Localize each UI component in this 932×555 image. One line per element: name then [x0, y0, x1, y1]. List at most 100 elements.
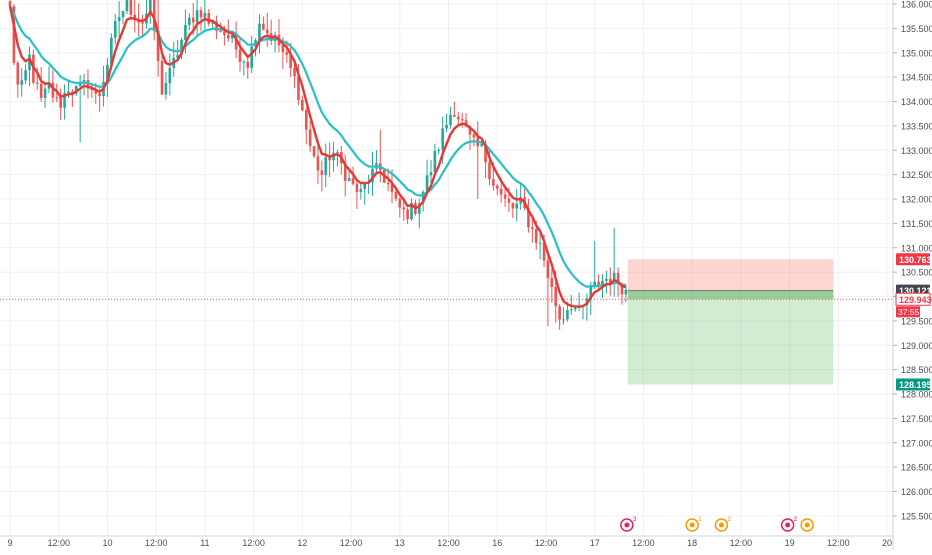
candle-body — [441, 128, 444, 150]
time-tick-label: 12:00 — [340, 538, 363, 548]
price-tick-label: 129.500 — [901, 316, 932, 326]
candle-body — [449, 114, 452, 125]
price-tick-label: 126.500 — [901, 463, 932, 473]
candle-body — [110, 37, 113, 65]
candle-body — [453, 114, 456, 117]
price-tick-label: 136.000 — [901, 0, 932, 10]
candle-body — [558, 306, 561, 320]
ema-slow-line — [9, 5, 627, 288]
candle-body — [456, 116, 460, 120]
candle-body — [20, 80, 23, 85]
candle-body — [98, 93, 101, 96]
time-tick-label: 12:00 — [242, 538, 265, 548]
candle-body — [402, 207, 405, 210]
time-tick-label: 12:00 — [535, 538, 558, 548]
candle-body — [289, 54, 292, 68]
candle-body — [207, 12, 211, 24]
take-profit-zone — [627, 290, 834, 385]
event-marker-icon[interactable] — [800, 518, 814, 532]
entry-price-label: 130.121 — [899, 286, 932, 296]
candle-body — [445, 124, 448, 129]
candle-body — [297, 76, 300, 100]
candle-body — [137, 20, 140, 23]
grid — [0, 0, 893, 536]
candle-body — [258, 23, 261, 41]
candle-body — [406, 209, 409, 220]
price-tick-label: 133.000 — [901, 146, 932, 156]
candle-body — [90, 88, 94, 91]
price-tick-label: 132.500 — [901, 170, 932, 180]
price-tick-label: 134.000 — [901, 97, 932, 107]
candle-body — [230, 34, 234, 39]
candle-body — [433, 150, 437, 173]
candle-body — [492, 179, 495, 186]
candle-body — [195, 10, 199, 23]
candle-body — [570, 309, 573, 311]
candle-body — [141, 22, 144, 24]
candle-body — [612, 272, 616, 284]
candle-body — [597, 281, 600, 286]
open-pnl-zone — [627, 290, 834, 300]
event-count: 2 — [794, 516, 798, 523]
candle-body — [495, 185, 499, 189]
candle-body — [527, 208, 530, 228]
event-markers[interactable]: 3 1 2 2 — [620, 516, 814, 532]
price-tick-label: 130.500 — [901, 268, 932, 278]
candle-body — [421, 191, 425, 204]
price-tick-label: 131.000 — [901, 243, 932, 253]
moving-averages — [8, 5, 627, 308]
candle-body — [219, 31, 222, 33]
event-count: 2 — [727, 516, 731, 523]
candle-body — [620, 284, 624, 295]
candle-body — [363, 183, 367, 189]
candle-body — [176, 55, 179, 59]
candle-body — [164, 83, 168, 95]
candle-body — [35, 82, 39, 84]
candle-body — [460, 119, 464, 121]
event-marker-icon[interactable]: 1 — [685, 516, 702, 532]
candle-body — [589, 285, 593, 299]
time-tick-label: 12:00 — [145, 538, 168, 548]
candle-body — [149, 0, 152, 14]
candle-body — [624, 289, 628, 295]
time-tick-label: 12:00 — [632, 538, 655, 548]
time-tick-label: 19 — [785, 538, 795, 548]
candle-body — [301, 99, 304, 111]
candle-body — [129, 0, 133, 15]
time-tick-label: 10 — [102, 538, 112, 548]
candle-body — [320, 170, 324, 175]
candle-body — [265, 29, 269, 34]
candle-body — [351, 178, 355, 184]
candle-body — [608, 278, 612, 284]
candle-body — [503, 194, 507, 199]
candle-body — [410, 202, 413, 220]
candle-body — [191, 17, 195, 23]
candle-body — [394, 192, 398, 199]
candle-body — [59, 97, 62, 108]
candle-body — [246, 61, 250, 68]
current-price-label-border — [895, 292, 931, 306]
candle-body — [250, 46, 253, 68]
candle-body — [304, 110, 308, 130]
candle-body — [386, 182, 390, 185]
target-price-label: 128.195 — [899, 380, 932, 390]
candle-body — [106, 64, 109, 82]
candle-body — [199, 10, 203, 18]
candle-body — [417, 203, 421, 214]
event-marker-icon[interactable]: 2 — [714, 516, 731, 532]
candle-body — [168, 67, 172, 84]
event-marker-icon[interactable]: 3 — [620, 516, 637, 532]
event-marker-icon[interactable]: 2 — [780, 516, 798, 532]
candle-body — [188, 17, 191, 25]
candle-body — [601, 280, 604, 286]
candle-body — [74, 85, 78, 94]
event-dot — [624, 522, 630, 528]
candle-body — [507, 198, 511, 203]
candle-body — [152, 0, 156, 31]
candle-body — [336, 152, 339, 154]
position-tool[interactable] — [627, 259, 834, 385]
candle-body — [343, 163, 347, 181]
candle-body — [12, 6, 16, 63]
time-tick-label: 13 — [395, 538, 405, 548]
